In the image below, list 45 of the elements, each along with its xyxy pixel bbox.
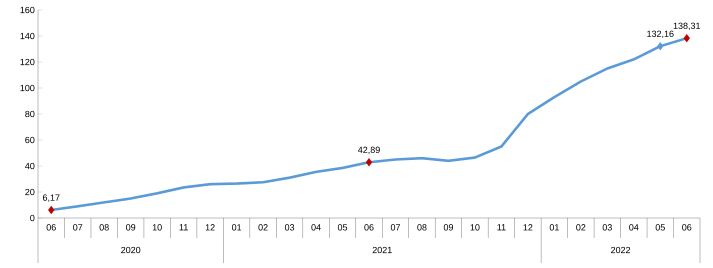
point [684, 34, 690, 42]
x-tick-label: 04 [311, 224, 321, 231]
x-tick-label: 10 [152, 224, 162, 231]
x-tick-label: 08 [100, 224, 109, 231]
point [366, 158, 372, 166]
y-tick-label: 40 [25, 162, 34, 170]
x-tick-label: 07 [73, 224, 82, 231]
x-tick-label: 06 [682, 224, 692, 231]
text: 2022 [611, 246, 630, 254]
data-label: 132,16 [647, 30, 674, 38]
x-tick-label: 02 [258, 224, 268, 231]
y-tick-label: 160 [20, 6, 34, 14]
text: 2021 [372, 246, 392, 254]
x-tick-label: 01 [232, 224, 242, 231]
x-tick-label: 01 [550, 224, 559, 231]
x-tick-label: 12 [206, 224, 215, 230]
y-tick-label: 120 [20, 58, 34, 66]
y-tick-label: 20 [25, 188, 34, 196]
x-tick-label: 09 [444, 224, 454, 231]
x-tick-label: 06 [46, 224, 56, 231]
x-tick-label: 11 [497, 224, 506, 230]
x-tick-label: 08 [417, 224, 427, 231]
y-tick-label: 80 [25, 110, 34, 118]
x-tick-label: 09 [126, 224, 136, 231]
x-tick-label: 10 [470, 224, 480, 231]
y-tick-label: 60 [25, 136, 34, 144]
x-tick-label: 03 [602, 224, 612, 231]
data-label: 6,17 [42, 194, 60, 202]
x-tick-label: 04 [629, 224, 639, 231]
data-label: 138,31 [674, 22, 700, 30]
x-tick-label: 03 [284, 224, 294, 231]
point [48, 206, 54, 214]
x-tick-label: 12 [524, 224, 532, 230]
y-tick-label: 0 [30, 214, 34, 222]
x-tick-label: 05 [656, 224, 665, 231]
x-tick-label: 05 [338, 224, 348, 231]
x-tick-label: 11 [180, 224, 188, 230]
x-tick-label: 06 [364, 224, 374, 231]
y-tick-label: 140 [20, 32, 34, 40]
point [657, 42, 664, 50]
text: 2020 [121, 246, 140, 254]
data-label: 42,89 [358, 146, 380, 154]
x-tick-label: 07 [390, 224, 400, 231]
y-tick-label: 100 [20, 84, 34, 92]
x-tick-label: 02 [576, 224, 586, 231]
